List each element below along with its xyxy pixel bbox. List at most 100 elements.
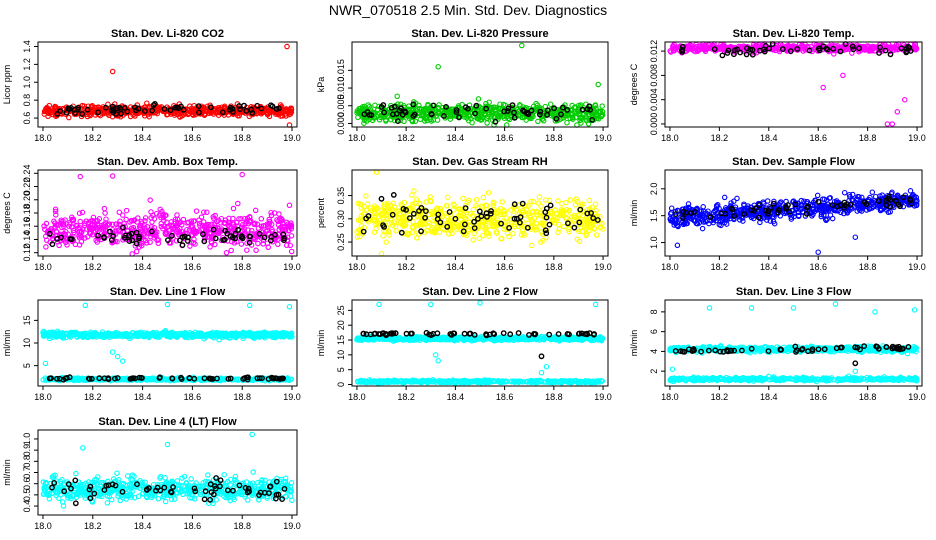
data-point-subset [410, 101, 417, 108]
data-point-subset [505, 105, 512, 112]
x-tick-label: 19.0 [594, 133, 612, 143]
data-point-all [476, 235, 483, 242]
x-tick-label: 18.4 [760, 133, 778, 143]
data-point-all [485, 190, 492, 196]
x-tick-label: 18.8 [859, 133, 877, 143]
data-point-subset [247, 233, 254, 240]
data-point-all [555, 198, 561, 204]
data-point-all [380, 232, 386, 239]
data-point-all [734, 195, 740, 202]
data-point-subset [391, 103, 398, 110]
data-point-all [361, 103, 368, 110]
data-point-all [109, 68, 116, 75]
y-tick-label: 0.16 [22, 217, 32, 235]
data-point-subset [877, 44, 883, 51]
data-point-all [369, 117, 376, 124]
data-point-subset [509, 102, 516, 109]
data-point-all [87, 226, 94, 232]
data-point-subset [101, 234, 107, 241]
data-point-subset [167, 107, 174, 114]
data-point-upper [82, 302, 89, 309]
data-point-subset [235, 226, 242, 233]
data-point-all [208, 221, 215, 227]
data-point-all [577, 117, 583, 124]
data-point-all [901, 96, 908, 103]
data-point-all [177, 219, 184, 225]
chart-panel-4: Stan. Dev. Amb. Box Temp.degrees C18.0 18… [2, 156, 301, 272]
data-point-subset [118, 110, 124, 117]
data-point-subset [46, 230, 53, 237]
data-point-subset [390, 191, 397, 198]
data-point-all [72, 241, 79, 248]
data-point-upper [246, 302, 253, 309]
data-point-all [101, 205, 108, 212]
data-point-subset [54, 235, 61, 242]
data-point-subset [149, 107, 156, 114]
data-point-all [211, 215, 217, 222]
data-point-all [831, 51, 837, 57]
data-point-subset [126, 232, 133, 239]
x-tick-label: 18.2 [711, 133, 729, 143]
data-point-subset [229, 234, 236, 241]
data-point-subset [243, 108, 250, 114]
data-point-subset [711, 46, 718, 52]
x-tick-label: 18.6 [184, 133, 202, 143]
data-point-all [53, 212, 59, 218]
data-point-all [255, 240, 261, 247]
data-point-subset [172, 104, 179, 111]
data-point-all [674, 242, 681, 249]
data-point-subset [224, 230, 231, 237]
data-point-all [210, 234, 216, 241]
data-point-all [447, 111, 453, 117]
data-point-all [252, 110, 258, 116]
data-point-subset [254, 102, 261, 109]
data-point-all [123, 207, 130, 214]
data-point-all [435, 111, 442, 117]
x-tick-label: 18.4 [760, 262, 778, 272]
data-point-all [234, 219, 240, 226]
data-point-all [162, 230, 169, 237]
data-point-all [364, 118, 370, 124]
y-tick-label: 1.2 [22, 58, 32, 71]
data-point-all [148, 209, 154, 215]
data-point-all [486, 233, 492, 239]
data-point-subset [577, 206, 584, 213]
data-point-all [815, 249, 821, 255]
data-point-all [578, 120, 584, 126]
y-tick-label: 0.12 [22, 244, 32, 262]
data-point-all [534, 105, 540, 111]
data-point-subset [882, 47, 889, 54]
data-point-subset [195, 103, 202, 110]
data-point-all [204, 209, 210, 216]
data-point-all [891, 44, 898, 50]
data-point-all [894, 109, 901, 115]
data-point-subset [551, 105, 557, 112]
data-point-all [135, 215, 141, 221]
data-point-all [427, 116, 433, 123]
data-point-subset [57, 108, 64, 115]
data-point-all [247, 214, 253, 221]
data-point-all [269, 227, 275, 233]
y-tick-label: 0.35 [336, 187, 346, 205]
data-point-subset [67, 236, 74, 242]
data-point-all [141, 221, 147, 228]
data-point-subset [753, 205, 759, 212]
data-point-subset [281, 235, 287, 242]
data-point-all [417, 116, 424, 123]
data-point-subset [749, 46, 756, 53]
data-point-all [119, 212, 126, 218]
data-point-all [164, 224, 170, 231]
data-point-all [174, 212, 180, 218]
data-point-all [528, 198, 534, 205]
x-tick-label: 18.2 [397, 262, 415, 272]
data-point-all [252, 220, 258, 227]
data-point-subset [49, 241, 56, 248]
data-point-all [576, 238, 583, 244]
data-point-all [410, 219, 416, 225]
data-point-subset [837, 48, 844, 55]
data-point-upper [119, 358, 126, 364]
data-point-all [59, 224, 65, 231]
data-point-all [357, 108, 364, 114]
data-point-all [494, 114, 501, 120]
data-point-subset [511, 114, 518, 121]
